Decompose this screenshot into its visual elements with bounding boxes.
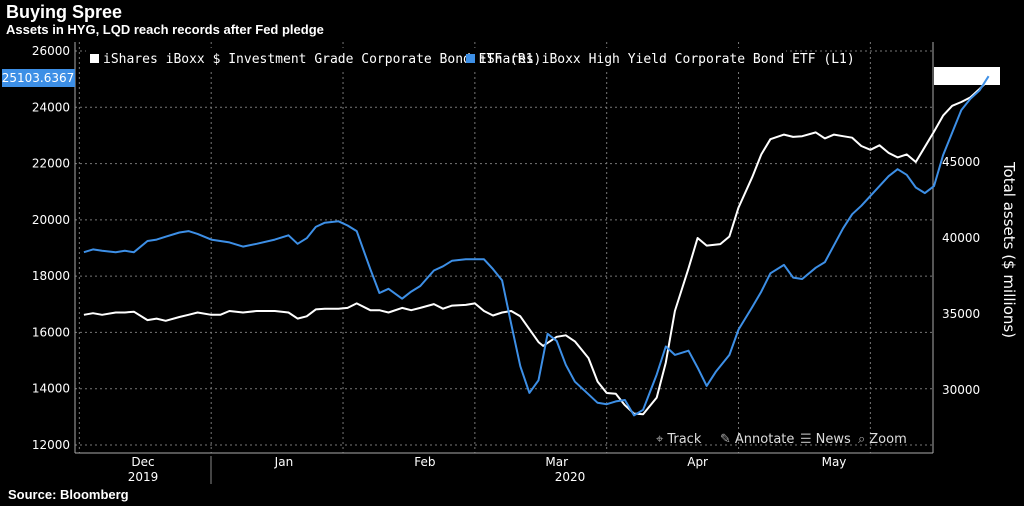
annotate-button[interactable]: ✎ Annotate (720, 432, 794, 447)
x-tick-label: May (822, 455, 847, 469)
x-tick-label: Dec (131, 455, 154, 469)
series-lines (83, 75, 990, 417)
last-value-left-tag: 25103.6367 (2, 69, 75, 87)
chart-subtitle: Assets in HYG, LQD reach records after F… (6, 22, 324, 37)
legend-swatch-lqd (90, 54, 99, 63)
series-line-lqd (83, 79, 990, 416)
legend-background (86, 48, 786, 70)
legend: iShares iBoxx $ Investment Grade Corpora… (86, 48, 855, 70)
right-axis-label: Total assets ($ millions) (1000, 161, 1018, 338)
last-value-right-text: 50384.207 (935, 69, 1000, 83)
y-right-tick-label: 40000 (942, 231, 980, 245)
crosshair-icon: ⌖ (656, 432, 664, 447)
x-year-label: 2019 (128, 470, 159, 484)
legend-swatch-hyg (466, 54, 475, 63)
y-right-tick-label: 35000 (942, 307, 980, 321)
track-label: Track (667, 432, 702, 447)
last-value-left-text: 25103.6367 (2, 71, 75, 85)
magnifier-icon: ⌕ (858, 432, 866, 447)
x-tick-label: Feb (414, 455, 435, 469)
y-left-tick-label: 26000 (32, 44, 70, 58)
y-left-tick-label: 14000 (32, 382, 70, 396)
x-year-label: 2020 (555, 470, 586, 484)
y-left-tick-label: 12000 (32, 438, 70, 452)
zoom-label: Zoom (869, 432, 907, 447)
news-label: News (815, 432, 851, 447)
last-value-right-tag: 50384.207 (934, 67, 1000, 85)
grid-lines (75, 42, 933, 453)
legend-label-lqd: iShares iBoxx $ Investment Grade Corpora… (103, 52, 541, 67)
track-button[interactable]: ⌖ Track (656, 432, 701, 447)
axes: 12000 14000 16000 18000 20000 22000 24000 26000… (2, 42, 1000, 484)
series-line-hyg (83, 75, 990, 417)
pencil-icon: ✎ (720, 432, 731, 447)
last-value-right-bg (934, 67, 1000, 85)
y-left-tick-label: 18000 (32, 269, 70, 283)
last-value-left-bg (2, 69, 75, 87)
y-left-tick-label: 24000 (32, 100, 70, 114)
x-tick-label: Jan (274, 455, 294, 469)
annotate-label: Annotate (734, 432, 795, 447)
x-tick-label: Apr (687, 455, 708, 469)
chart-title: Buying Spree (6, 2, 123, 22)
source-note: Source: Bloomberg (8, 487, 129, 502)
y-left-tick-label: 16000 (32, 325, 70, 339)
y-left-tick-label: 22000 (32, 157, 70, 171)
news-button[interactable]: ☰ News (800, 432, 851, 447)
zoom-button[interactable]: ⌕ Zoom (858, 432, 907, 447)
y-right-tick-label: 30000 (942, 383, 980, 397)
y-right-tick-label: 45000 (942, 155, 980, 169)
y-left-tick-label: 20000 (32, 213, 70, 227)
list-icon: ☰ (800, 432, 812, 447)
x-tick-label: Mar (545, 455, 568, 469)
legend-label-hyg: iShares iBoxx High Yield Corporate Bond … (479, 52, 855, 67)
